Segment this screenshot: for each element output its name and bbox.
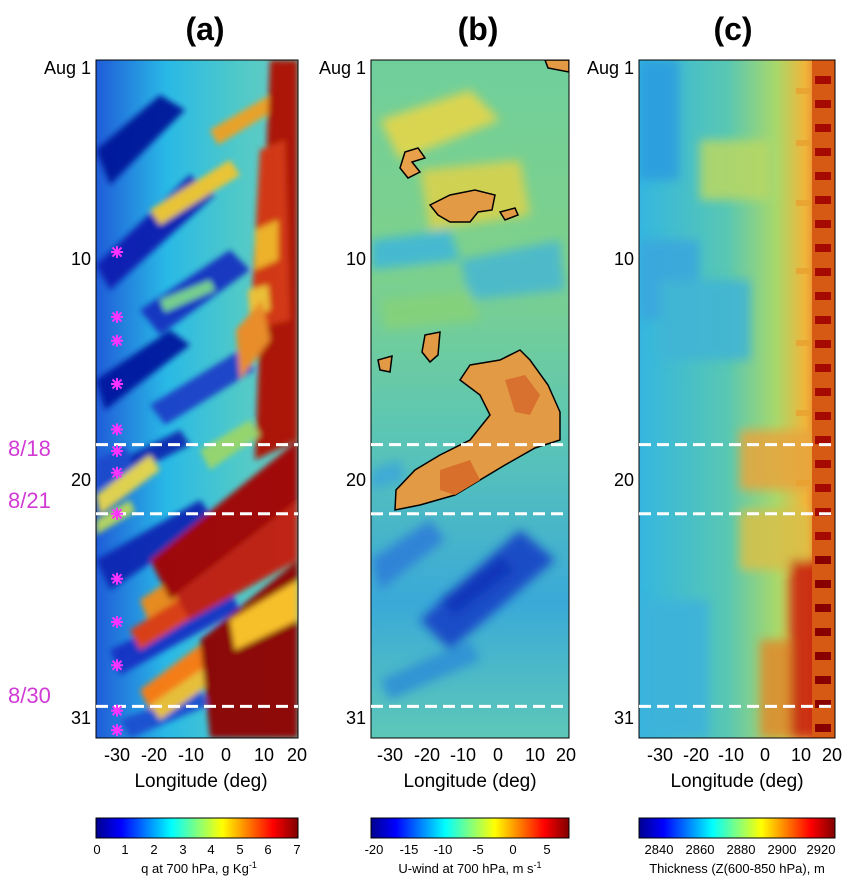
event-marker: [111, 423, 123, 436]
panel-c-edge-stripes: [796, 60, 835, 738]
colorbar-label: Thickness (Z(600-850 hPa), m: [649, 861, 825, 876]
colorbar-tick: -20: [365, 842, 384, 857]
x-tick: 0: [221, 745, 231, 765]
colorbar-tick: 2: [150, 842, 157, 857]
x-tick: 10: [791, 745, 811, 765]
event-marker: [111, 659, 123, 672]
x-tick: -10: [178, 745, 204, 765]
event-marker: [111, 724, 123, 737]
panel-c-heatmap: [639, 60, 835, 738]
x-tick: -30: [377, 745, 403, 765]
panel-a-heatmap: [96, 60, 298, 738]
y-tick-aug1: Aug 1: [319, 58, 366, 78]
colorbar-tick: 6: [264, 842, 271, 857]
panel-c-y-ticks: Aug 1 10 20 31: [587, 58, 634, 728]
panel-c-colorbar: 2840 2860 2880 2900 2920 Thickness (Z(60…: [638, 817, 836, 876]
event-markers: [111, 246, 123, 737]
colorbar-tick: 2920: [807, 842, 836, 857]
y-tick-31: 31: [71, 708, 91, 728]
colorbar-label: q at 700 hPa, g Kg-1: [141, 860, 257, 876]
y-tick-10: 10: [614, 249, 634, 269]
date-label-8-21: 8/21: [8, 488, 51, 513]
panel-b-frame: [370, 59, 570, 739]
panel-c-x-axis-title: Longitude (deg): [670, 771, 803, 792]
reference-lines: [96, 443, 835, 708]
panel-c-x-ticks: -30 -20 -10 0 10 20: [647, 745, 842, 765]
panel-a-y-ticks: Aug 1 10 20 31: [44, 58, 91, 728]
colorbar-tick: 1: [121, 842, 128, 857]
colorbar-tick: 2880: [727, 842, 756, 857]
event-marker: [111, 572, 123, 585]
colorbar-tick: -5: [472, 842, 484, 857]
panel-label-a: (a): [185, 11, 224, 47]
panel-b-colorbar: -20 -15 -10 -5 0 5 U-wind at 700 hPa, m …: [365, 817, 570, 876]
colorbar-tick: 0: [509, 842, 516, 857]
x-tick: 10: [254, 745, 274, 765]
event-marker: [111, 615, 123, 628]
x-tick: -20: [683, 745, 709, 765]
event-marker: [111, 704, 123, 717]
y-tick-31: 31: [346, 708, 366, 728]
date-label-8-30: 8/30: [8, 683, 51, 708]
colorbar-tick: -10: [434, 842, 453, 857]
panel-a-x-ticks: -30 -20 -10 0 10 20: [104, 745, 307, 765]
x-tick: -20: [141, 745, 167, 765]
x-tick: 20: [556, 745, 576, 765]
colorbar-tick: 2900: [768, 842, 797, 857]
colorbar-tick: 5: [236, 842, 243, 857]
event-marker: [111, 445, 123, 458]
colorbar-tick: 2840: [645, 842, 674, 857]
colorbar-tick: 2860: [686, 842, 715, 857]
x-tick: -10: [718, 745, 744, 765]
date-label-8-18: 8/18: [8, 436, 51, 461]
y-tick-aug1: Aug 1: [44, 58, 91, 78]
colorbar-tick: 5: [543, 842, 550, 857]
colorbar-label: U-wind at 700 hPa, m s-1: [398, 860, 541, 876]
y-tick-10: 10: [71, 249, 91, 269]
x-tick: 0: [493, 745, 503, 765]
x-tick: -30: [647, 745, 673, 765]
panel-b-y-ticks: Aug 1 10 20 31: [319, 58, 366, 728]
panel-a-frame: [95, 59, 299, 739]
event-marker: [111, 378, 123, 391]
panel-b-heatmap: [371, 60, 569, 738]
x-tick: -30: [104, 745, 130, 765]
panel-a-colorbar: 0 1 2 3 4 5 6 7 q at 700 hPa, g Kg-1: [93, 817, 301, 876]
panel-b-x-axis-title: Longitude (deg): [403, 771, 536, 792]
x-tick: -10: [450, 745, 476, 765]
x-tick: 10: [525, 745, 545, 765]
x-tick: 0: [760, 745, 770, 765]
y-tick-aug1: Aug 1: [587, 58, 634, 78]
panel-label-c: (c): [713, 11, 752, 47]
colorbar-tick: 0: [93, 842, 100, 857]
x-tick: 20: [822, 745, 842, 765]
colorbar-tick: 4: [207, 842, 214, 857]
y-tick-20: 20: [346, 470, 366, 490]
event-marker: [111, 334, 123, 347]
event-marker: [111, 310, 123, 323]
event-marker: [111, 466, 123, 479]
y-tick-20: 20: [614, 470, 634, 490]
y-tick-20: 20: [71, 470, 91, 490]
y-tick-31: 31: [614, 708, 634, 728]
panel-b-x-ticks: -30 -20 -10 0 10 20: [377, 745, 576, 765]
colorbar-tick: -15: [400, 842, 419, 857]
x-tick: 20: [287, 745, 307, 765]
panel-label-b: (b): [458, 11, 499, 47]
y-tick-10: 10: [346, 249, 366, 269]
colorbar-tick: 7: [293, 842, 300, 857]
event-marker: [111, 507, 123, 520]
x-tick: -20: [414, 745, 440, 765]
colorbar-tick: 3: [179, 842, 186, 857]
panel-c-frame: [638, 59, 836, 739]
event-marker: [111, 246, 123, 259]
panel-a-x-axis-title: Longitude (deg): [134, 771, 267, 792]
